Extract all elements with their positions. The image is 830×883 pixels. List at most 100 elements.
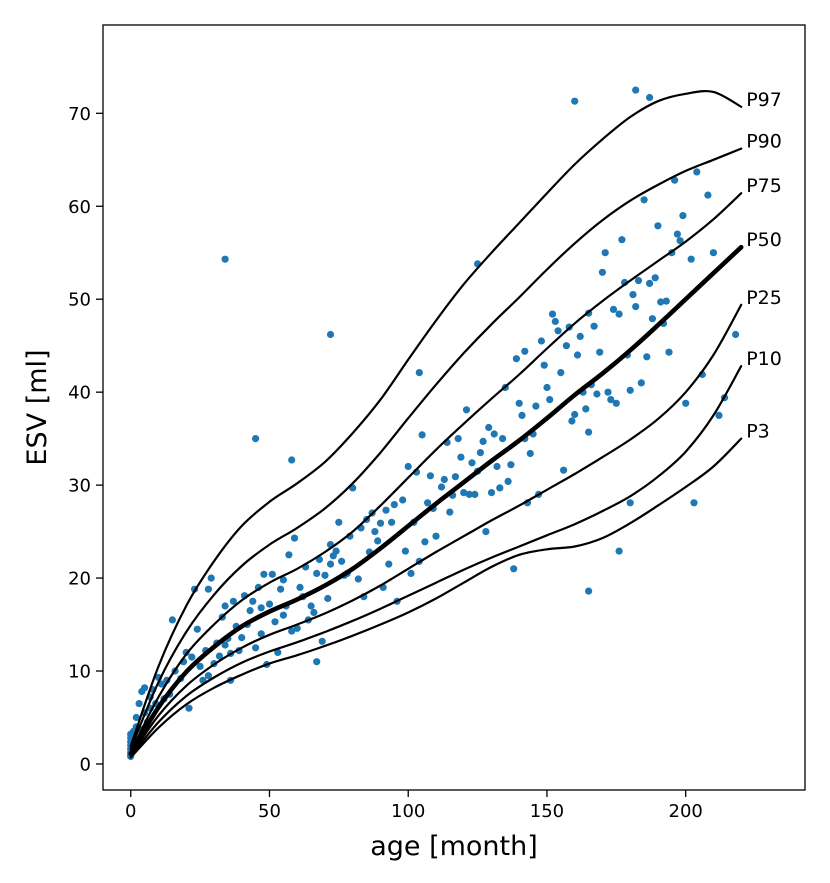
data-point: [532, 402, 540, 410]
data-point: [546, 396, 554, 404]
data-point: [499, 435, 507, 443]
data-point: [290, 534, 299, 542]
data-point: [426, 472, 434, 480]
data-point: [540, 361, 548, 369]
data-point: [493, 462, 501, 471]
data-point: [404, 462, 412, 471]
data-point: [374, 537, 382, 545]
data-point: [293, 624, 301, 632]
data-point: [421, 538, 429, 546]
data-point: [462, 406, 471, 414]
data-point: [288, 456, 296, 464]
data-point: [573, 351, 582, 359]
data-point: [249, 597, 257, 605]
data-point: [593, 390, 601, 398]
scatter-points: [127, 86, 740, 761]
data-point: [288, 627, 296, 635]
y-tick-label: 30: [68, 476, 91, 497]
data-point: [632, 303, 640, 311]
data-point: [277, 585, 285, 593]
data-point: [626, 386, 634, 394]
data-point: [465, 490, 473, 498]
data-point: [332, 547, 340, 555]
data-point: [460, 489, 468, 497]
data-point: [646, 279, 654, 287]
data-point: [615, 547, 623, 555]
data-point: [646, 93, 654, 102]
data-point: [257, 630, 265, 638]
curve-labels: P97 P90 P75 P50 P25 P10 P3: [746, 89, 782, 443]
data-point: [665, 348, 673, 356]
data-point: [626, 499, 634, 507]
y-axis: 0 10 20 30 40 50 60 70: [68, 104, 103, 775]
x-tick-label: 150: [530, 801, 564, 822]
curve-p10: [129, 365, 743, 758]
data-point: [471, 490, 479, 498]
data-point: [338, 557, 346, 565]
data-point: [246, 607, 254, 615]
data-point: [207, 574, 215, 582]
data-point: [204, 585, 212, 593]
x-axis-title: age [month]: [370, 831, 538, 862]
curve-label-p90: P90: [746, 131, 782, 153]
data-point: [615, 310, 623, 318]
data-point: [662, 297, 670, 305]
data-point: [679, 212, 687, 220]
data-point: [313, 569, 321, 578]
data-point: [141, 684, 149, 692]
data-point: [479, 437, 487, 445]
data-point: [354, 575, 362, 583]
data-point: [418, 431, 426, 439]
data-point: [388, 518, 396, 526]
data-point: [512, 355, 521, 363]
curve-label-p75: P75: [746, 175, 782, 197]
data-point: [554, 327, 562, 335]
curve-p50: [128, 244, 744, 756]
data-point: [612, 399, 620, 407]
data-point: [640, 196, 648, 204]
data-point: [632, 86, 640, 94]
data-point: [221, 641, 229, 649]
data-point: [496, 484, 504, 492]
data-point: [238, 634, 246, 642]
x-tick-label: 50: [258, 801, 281, 822]
data-point: [548, 310, 557, 318]
data-point: [476, 449, 484, 457]
data-point: [446, 508, 454, 516]
data-point: [643, 353, 651, 361]
data-point: [568, 417, 576, 425]
data-point: [268, 570, 276, 578]
data-point: [537, 337, 546, 345]
x-tick-label: 100: [391, 801, 425, 822]
data-point: [451, 473, 459, 481]
data-point: [562, 342, 571, 350]
data-point: [193, 625, 201, 633]
data-point: [687, 255, 695, 263]
curve-p25: [129, 303, 743, 757]
data-point: [321, 571, 329, 579]
data-point: [285, 551, 293, 559]
data-point: [485, 423, 493, 432]
data-point: [257, 604, 265, 612]
data-point: [221, 602, 229, 610]
data-point: [310, 608, 318, 617]
data-point: [279, 576, 287, 584]
data-point: [271, 618, 279, 626]
data-point: [215, 652, 224, 660]
data-point: [673, 230, 682, 238]
data-point: [252, 644, 260, 652]
data-point: [576, 332, 584, 340]
data-point: [135, 700, 143, 708]
data-point: [390, 501, 398, 509]
data-point: [515, 399, 523, 407]
data-point: [415, 369, 423, 377]
data-point: [582, 405, 590, 413]
data-point: [440, 475, 448, 484]
data-point: [279, 611, 287, 619]
data-point: [596, 348, 604, 356]
data-point: [324, 594, 332, 603]
data-point: [571, 97, 579, 105]
data-point: [634, 277, 643, 285]
data-point: [629, 291, 637, 299]
y-tick-label: 60: [68, 197, 91, 218]
